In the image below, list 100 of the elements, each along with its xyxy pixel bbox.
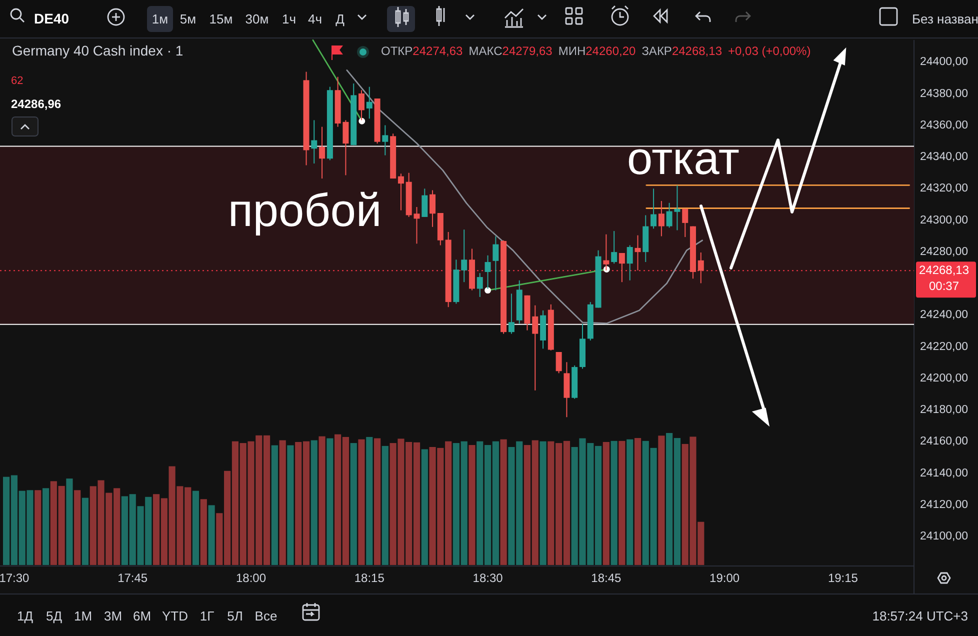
candlestick — [698, 252, 704, 284]
annotation: МИН — [558, 44, 586, 58]
point — [358, 118, 366, 124]
bar — [287, 445, 294, 565]
bar — [618, 440, 626, 565]
annotation: МАКС — [468, 44, 503, 58]
x-tick-label: 19:00 — [710, 571, 740, 586]
candlestick — [508, 293, 514, 334]
bar — [200, 499, 207, 565]
text: 5м — [180, 11, 196, 26]
text: 1м — [152, 11, 168, 26]
annotation: +0,03 (+0,00%) — [728, 44, 811, 58]
y-tick-label: 24100,00 — [920, 530, 968, 543]
candlestick — [532, 304, 538, 391]
candlestick — [650, 188, 657, 230]
text: 4ч — [308, 11, 322, 26]
y-tick-label: 24220,00 — [920, 340, 968, 353]
annotation: 24279,63 — [502, 44, 553, 58]
candlestick — [319, 126, 326, 180]
candlestick — [682, 208, 688, 238]
candlestick — [603, 234, 610, 271]
candlestick — [611, 230, 618, 264]
annotation: ЗАКР — [642, 44, 672, 58]
x-tick-label: 17:30 — [0, 571, 30, 586]
text: DE40 — [34, 10, 70, 27]
bar — [271, 445, 278, 565]
y-tick-label: 24140,00 — [920, 467, 968, 480]
annotation: ОТКР — [381, 44, 413, 58]
text: Д — [336, 11, 345, 26]
text: 6М — [132, 608, 152, 624]
candlestick — [461, 229, 468, 283]
y-tick-label: 24240,00 — [920, 309, 968, 322]
text: 00:37 — [928, 279, 960, 294]
bar — [626, 439, 634, 565]
bar — [358, 439, 365, 565]
annotation: откат — [627, 132, 740, 184]
text: 18:57:24 UTC+3 — [872, 608, 968, 624]
annotation: 62 — [11, 74, 24, 87]
bar — [82, 498, 89, 565]
ref-line-label: 24268,13 — [918, 262, 970, 277]
y-tick-label: 24280,00 — [920, 246, 968, 258]
x-tick-label: 19:15 — [828, 571, 858, 586]
bar — [382, 446, 388, 565]
y-tick-label: 24340,00 — [920, 151, 968, 164]
text: 1Г — [200, 608, 214, 624]
x-tick-label: 18:00 — [236, 571, 266, 586]
annotation: 24268,13 — [672, 44, 722, 58]
bar — [468, 445, 476, 565]
candlestick — [476, 272, 483, 298]
annotation: 24274,63 — [412, 44, 464, 58]
text: 5Д — [46, 608, 62, 624]
y-tick-label: 24360,00 — [920, 119, 968, 132]
candlestick — [658, 200, 664, 237]
text: 5Л — [227, 608, 243, 624]
y-tick-label: 24160,00 — [920, 436, 968, 448]
candlestick — [492, 236, 499, 291]
text: 1М — [74, 608, 92, 624]
text: YTD — [162, 608, 188, 624]
bar — [540, 441, 546, 565]
bar — [310, 440, 318, 565]
bar — [318, 436, 326, 565]
point — [484, 287, 491, 294]
bar — [366, 436, 373, 565]
y-tick-label: 24180,00 — [920, 404, 968, 416]
y-tick-label: 24120,00 — [920, 498, 968, 511]
candlestick — [366, 86, 372, 120]
candlestick — [422, 188, 428, 218]
x-tick-label: 17:45 — [118, 571, 148, 586]
bar — [74, 490, 81, 565]
annotation: 24260,20 — [586, 44, 636, 58]
bar — [279, 440, 286, 565]
bar — [326, 438, 334, 565]
bar — [610, 440, 618, 565]
bar — [66, 478, 73, 565]
y-tick-label: 24300,00 — [920, 214, 968, 226]
bar — [634, 438, 642, 565]
candlestick — [398, 173, 404, 211]
bar — [34, 490, 42, 565]
y-tick-label: 24320,00 — [920, 182, 968, 195]
bar — [192, 490, 200, 565]
text: 1ч — [282, 11, 296, 26]
x-tick-label: 18:15 — [354, 571, 385, 586]
bar — [374, 438, 381, 565]
candlestick — [430, 190, 436, 228]
candlestick — [382, 124, 388, 156]
candlestick — [618, 252, 625, 283]
bar — [602, 442, 610, 565]
chart-title: Germany 40 Cash index · 1 — [12, 42, 184, 59]
candlestick — [311, 120, 318, 164]
x-tick-label: 18:45 — [591, 571, 622, 586]
bar — [500, 439, 507, 565]
y-tick-label: 24380,00 — [920, 88, 968, 100]
text: 3М — [104, 608, 122, 624]
annotation: 24286,96 — [11, 97, 62, 112]
bar — [208, 505, 215, 565]
candlestick — [626, 244, 633, 281]
text: 15м — [209, 11, 233, 26]
candlestick — [634, 234, 641, 271]
text: 1Д — [16, 608, 34, 624]
candlestick — [556, 351, 562, 374]
